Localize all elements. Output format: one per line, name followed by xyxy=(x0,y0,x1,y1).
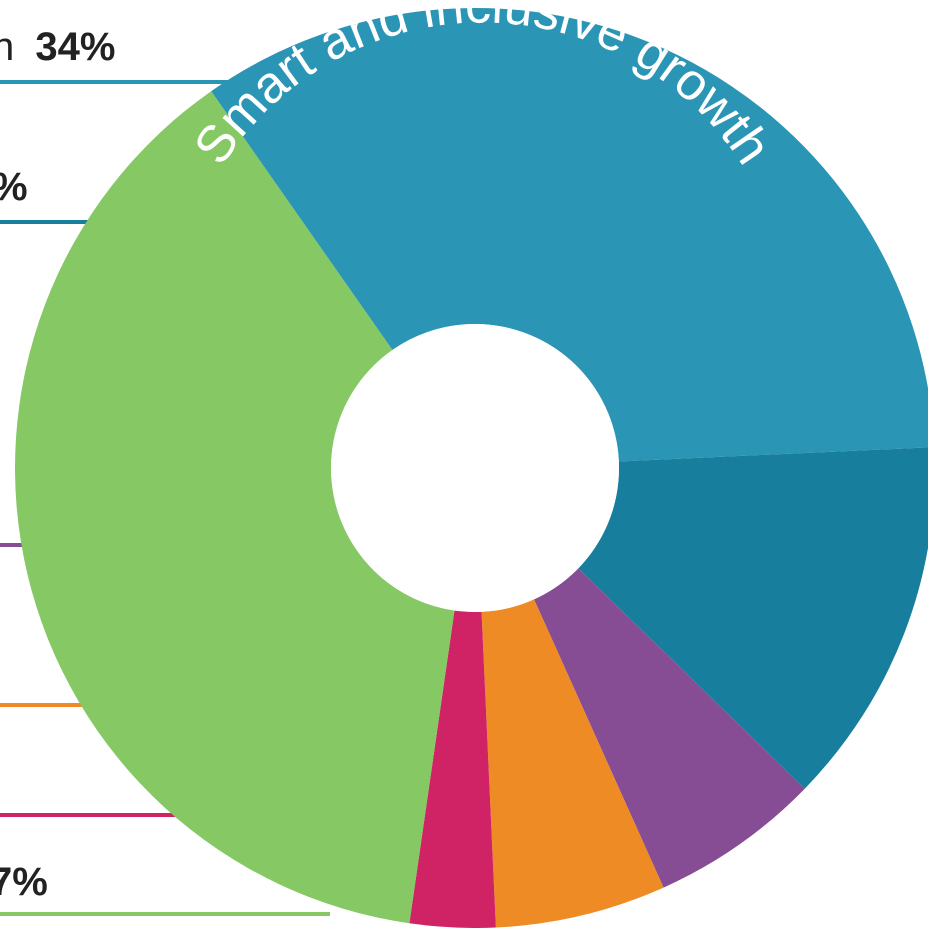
slice-label-5-value: 7% xyxy=(0,860,48,904)
slice-label-0: n 34% xyxy=(0,25,115,69)
leader-lines xyxy=(0,80,330,916)
slice-label-0-value: 34% xyxy=(35,25,115,69)
donut-slice-0 xyxy=(211,8,928,462)
slice-label-5: 7% xyxy=(0,860,48,904)
donut-slice-4 xyxy=(409,610,496,928)
slice-label-0-name: n xyxy=(0,25,14,69)
donut-hole xyxy=(331,324,619,612)
slice-label-1: % xyxy=(0,165,28,209)
slice-label-1-value: % xyxy=(0,165,28,209)
donut-slices xyxy=(15,8,928,928)
donut-slice-3 xyxy=(481,599,664,928)
donut-slice-1 xyxy=(578,447,928,789)
donut-slice-5 xyxy=(15,91,455,924)
donut-slice-2 xyxy=(534,568,805,888)
